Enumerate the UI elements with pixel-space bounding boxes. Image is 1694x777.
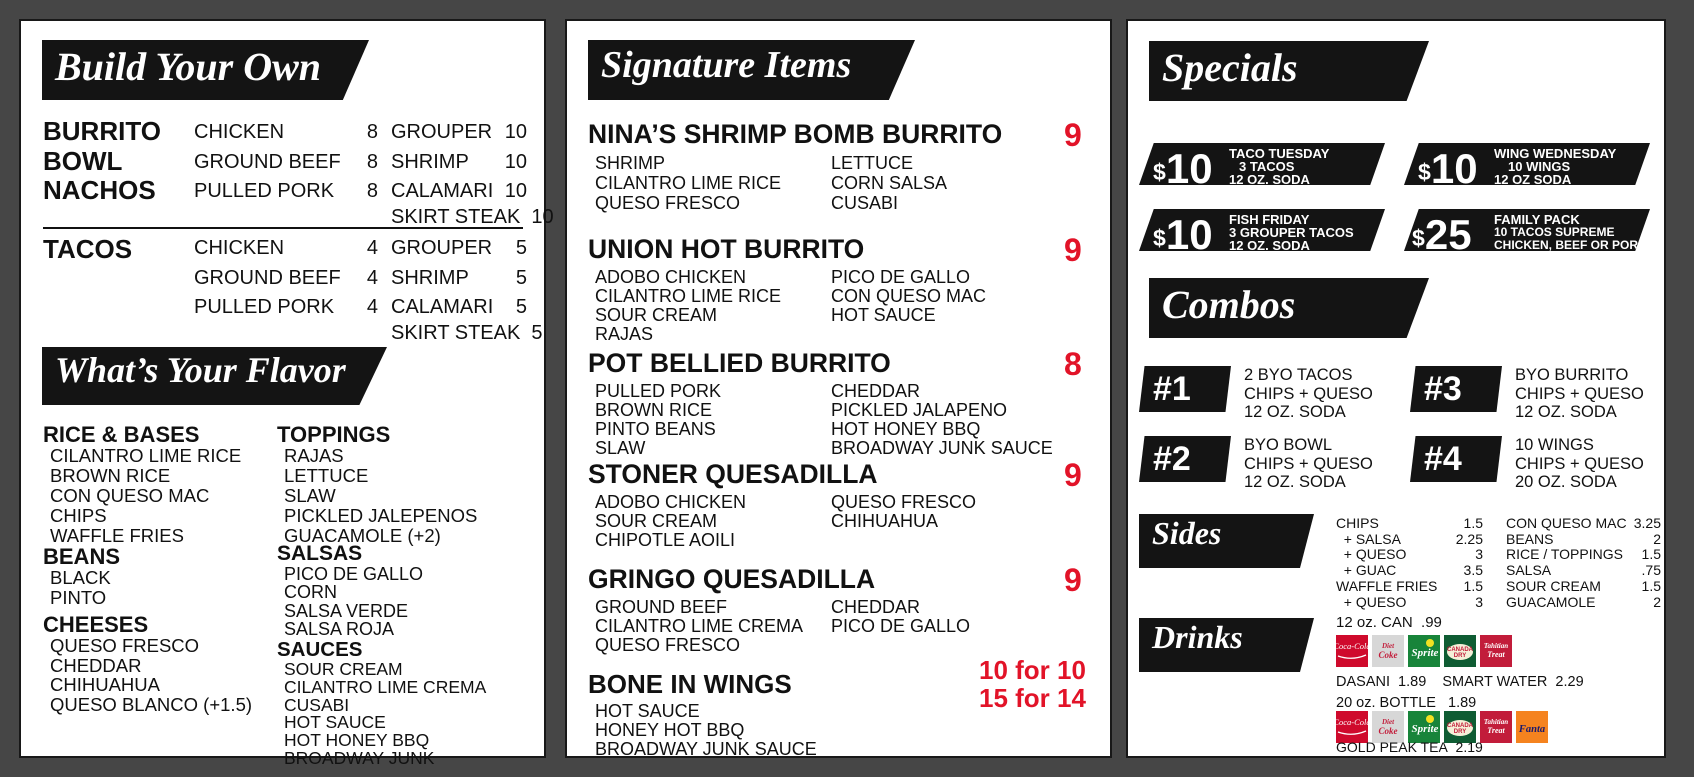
svg-text:Coke: Coke (1379, 726, 1398, 736)
svg-text:DRY: DRY (1454, 729, 1466, 735)
svg-text:DRY: DRY (1454, 653, 1466, 659)
svg-text:Coca-Cola: Coca-Cola (1336, 641, 1371, 651)
svg-text:Treat: Treat (1487, 726, 1505, 735)
svg-text:Diet: Diet (1381, 642, 1395, 650)
svg-text:Sprite: Sprite (1412, 723, 1439, 735)
svg-text:Diet: Diet (1381, 718, 1395, 726)
svg-text:Tahitian: Tahitian (1484, 718, 1508, 726)
svg-text:Coke: Coke (1379, 650, 1398, 660)
svg-text:Tahitian: Tahitian (1484, 642, 1508, 650)
svg-text:Coca-Cola: Coca-Cola (1336, 717, 1371, 727)
svg-text:Fanta: Fanta (1518, 724, 1545, 735)
svg-text:Sprite: Sprite (1412, 647, 1439, 659)
svg-text:Treat: Treat (1487, 650, 1505, 659)
